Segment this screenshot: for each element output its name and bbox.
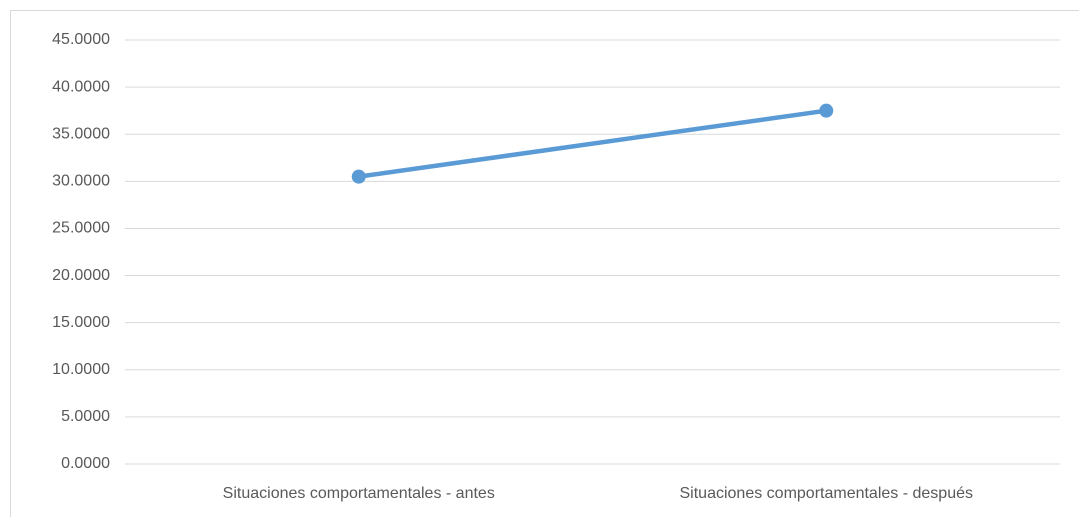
y-tick-label: 45.0000 — [52, 31, 110, 48]
marker — [351, 169, 366, 184]
line — [356, 108, 829, 179]
y-tick-label: 35.0000 — [52, 125, 110, 142]
chart-frame — [10, 10, 1079, 517]
x-tick-label: Situaciones comportamentales - antes — [223, 485, 495, 502]
y-tick-label: 0.0000 — [61, 455, 110, 472]
y-tick-label: 40.0000 — [52, 78, 110, 95]
marker — [819, 103, 834, 118]
y-tick-label: 15.0000 — [52, 314, 110, 331]
y-tick-label: 5.0000 — [61, 408, 110, 425]
y-tick-label: 30.0000 — [52, 173, 110, 190]
y-tick-label: 25.0000 — [52, 220, 110, 237]
x-tick-label: Situaciones comportamentales - después — [680, 485, 974, 502]
y-tick-label: 20.0000 — [52, 267, 110, 284]
y-tick-label: 10.0000 — [52, 361, 110, 378]
